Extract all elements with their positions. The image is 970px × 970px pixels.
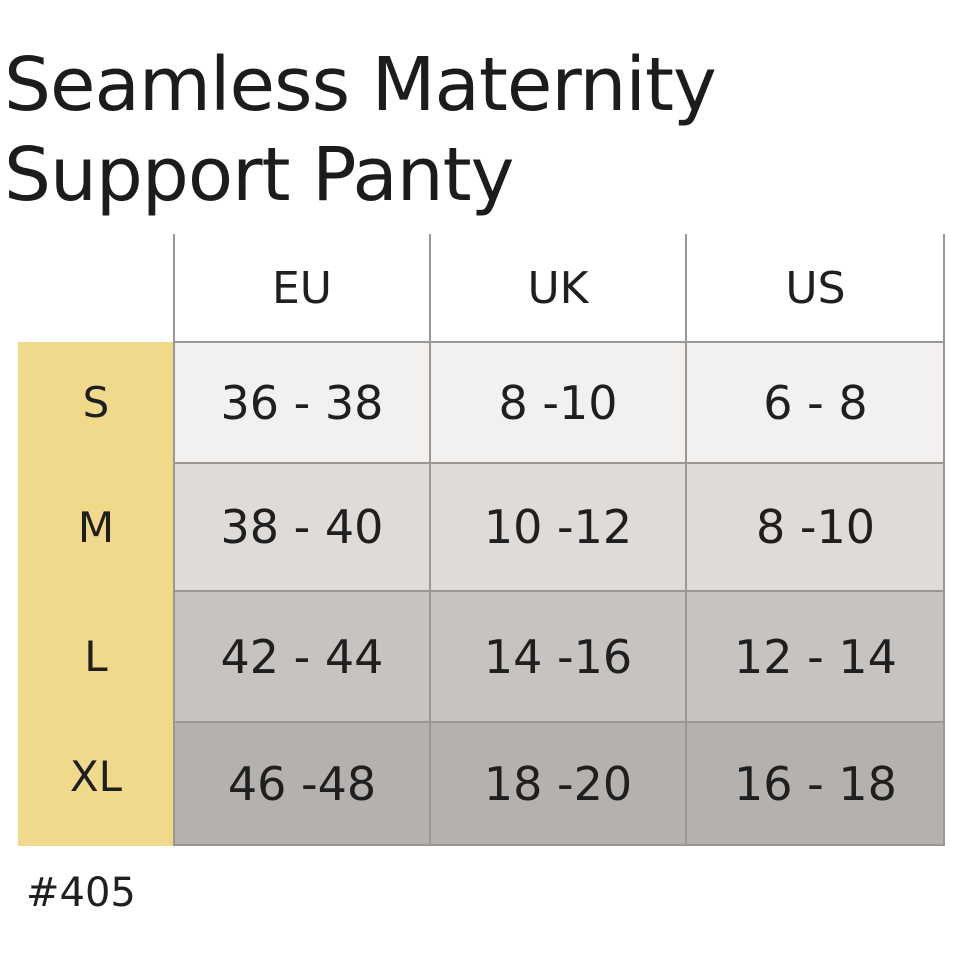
grid-line (429, 234, 431, 846)
column-header-uk: UK (430, 234, 686, 342)
cell-m-uk: 10 -12 (430, 463, 686, 591)
column-header-us: US (686, 234, 945, 342)
grid-line (174, 590, 945, 592)
grid-line (173, 234, 175, 846)
grid-line (943, 234, 945, 846)
grid-line (174, 341, 945, 343)
cell-m-us: 8 -10 (686, 463, 945, 591)
cell-xl-eu: 46 -48 (174, 722, 430, 846)
size-label-xl: XL (18, 722, 174, 846)
cell-s-us: 6 - 8 (686, 342, 945, 463)
cell-xl-us: 16 - 18 (686, 722, 945, 846)
cell-xl-uk: 18 -20 (430, 722, 686, 846)
grid-line (685, 234, 687, 846)
title-line-2: Support Panty (4, 132, 514, 218)
cell-l-eu: 42 - 44 (174, 591, 430, 722)
grid-line (174, 844, 945, 846)
cell-m-eu: 38 - 40 (174, 463, 430, 591)
cell-s-uk: 8 -10 (430, 342, 686, 463)
size-label-s: S (18, 342, 174, 463)
size-label-l: L (18, 591, 174, 722)
grid-line (174, 462, 945, 464)
page-title: Seamless Maternity Support Panty (4, 40, 717, 220)
title-line-1: Seamless Maternity (4, 42, 717, 128)
cell-s-eu: 36 - 38 (174, 342, 430, 463)
cell-l-us: 12 - 14 (686, 591, 945, 722)
cell-l-uk: 14 -16 (430, 591, 686, 722)
product-code: #405 (26, 870, 136, 916)
column-header-eu: EU (174, 234, 430, 342)
size-label-m: M (18, 463, 174, 591)
grid-line (174, 721, 945, 723)
size-chart-table: EU UK US S 36 - 38 8 -10 6 - 8 M 38 - 40… (18, 234, 945, 846)
